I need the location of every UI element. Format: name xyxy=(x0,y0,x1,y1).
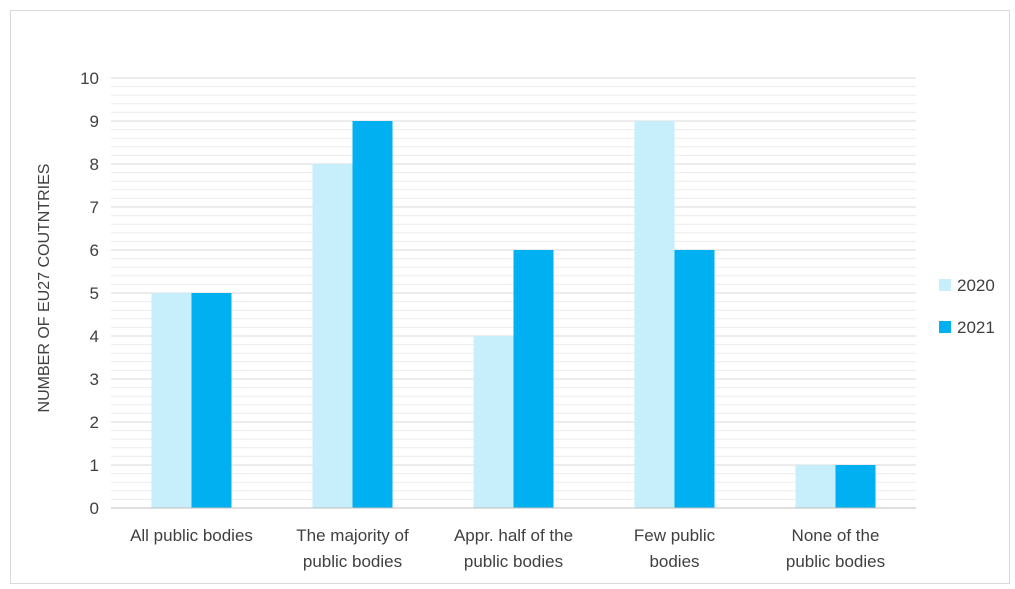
legend-swatch-2021 xyxy=(939,321,951,333)
y-tick-label: 7 xyxy=(90,198,99,217)
legend: 2020 2021 xyxy=(939,276,995,337)
legend-swatch-2020 xyxy=(939,279,951,291)
bar-2020-3 xyxy=(473,336,514,508)
axes: 0 1 2 3 4 5 6 7 8 9 10 All public bodies The majorit… xyxy=(80,69,916,571)
bar-2021-5 xyxy=(835,465,876,508)
y-tick-label: 4 xyxy=(90,327,99,346)
chart-frame: 0 1 2 3 4 5 6 7 8 9 10 All public bodies The majorit… xyxy=(10,10,1010,584)
x-category-label: The majority of public bodies xyxy=(296,526,409,571)
bar-2021-4 xyxy=(674,250,715,508)
bar-2020-1 xyxy=(151,293,192,508)
y-tick-label: 8 xyxy=(90,155,99,174)
bar-2021-2 xyxy=(352,121,393,508)
bar-chart: 0 1 2 3 4 5 6 7 8 9 10 All public bodies The majorit… xyxy=(36,69,995,571)
bar-2020-5 xyxy=(795,465,836,508)
bar-2021-1 xyxy=(191,293,232,508)
bar-2020-4 xyxy=(634,121,675,508)
y-axis-title: NUMBER OF EU27 COUTNTRIES xyxy=(36,164,53,413)
y-tick-label: 10 xyxy=(80,69,99,88)
y-tick-label: 5 xyxy=(90,284,99,303)
x-category-label: None of the public bodies xyxy=(786,526,885,571)
y-tick-label: 6 xyxy=(90,241,99,260)
legend-label-2020: 2020 xyxy=(957,276,995,295)
bar-2021-3 xyxy=(513,250,554,508)
x-category-label: Appr. half of the public bodies xyxy=(454,526,573,571)
x-category-label: All public bodies xyxy=(130,526,253,545)
legend-label-2021: 2021 xyxy=(957,318,995,337)
bar-2020-2 xyxy=(312,164,353,508)
bars xyxy=(151,121,876,508)
y-tick-label: 9 xyxy=(90,112,99,131)
y-tick-label: 2 xyxy=(90,413,99,432)
x-category-label: Few public bodies xyxy=(634,526,716,571)
y-tick-label: 3 xyxy=(90,370,99,389)
y-tick-label: 0 xyxy=(90,499,99,518)
y-tick-label: 1 xyxy=(90,456,99,475)
